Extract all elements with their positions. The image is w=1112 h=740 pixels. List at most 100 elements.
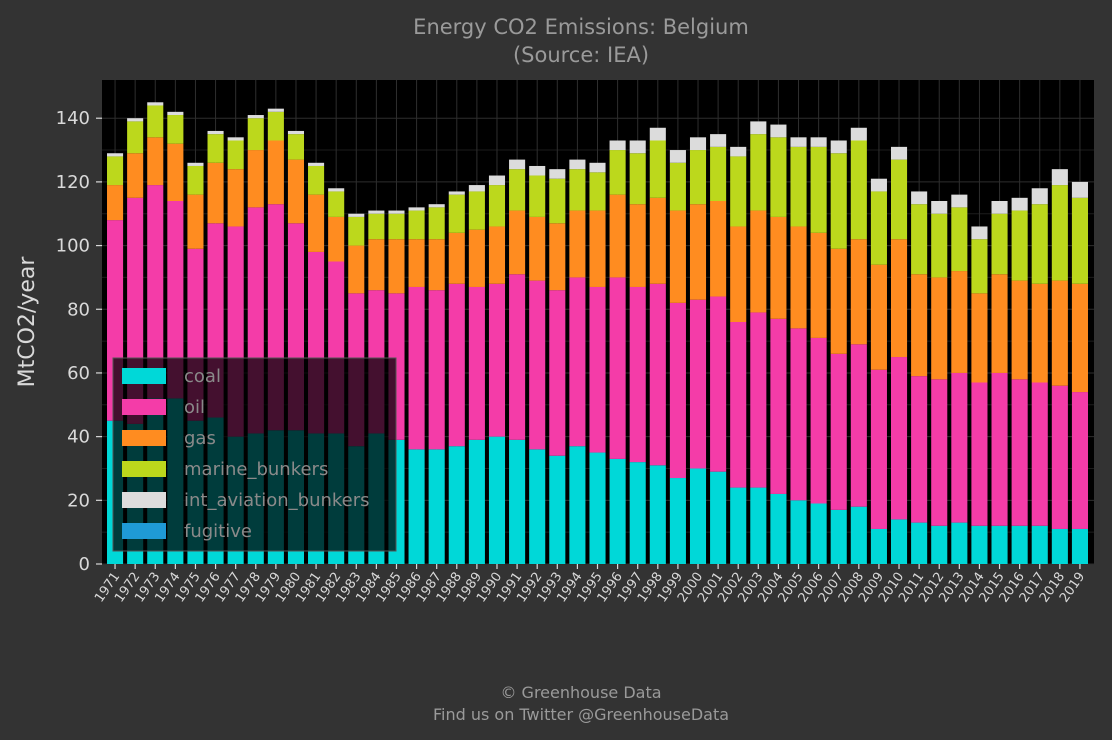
bar-gas-1972 [127,153,144,198]
legend-swatch-oil [122,399,166,415]
bar-oil-1991 [509,274,526,440]
bar-oil-2002 [730,322,747,488]
bar-int-aviation-bunkers-2013 [951,194,968,208]
bar-int-aviation-bunkers-1994 [569,159,586,170]
bar-marine-bunkers-2011 [911,204,928,275]
bar-marine-bunkers-1984 [368,213,385,240]
bar-gas-1989 [468,229,485,287]
bar-gas-2016 [1011,280,1028,380]
bar-int-aviation-bunkers-2001 [710,134,727,147]
bar-coal-2000 [689,468,707,564]
bar-coal-2014 [971,525,988,564]
bar-int-aviation-bunkers-1982 [328,188,345,192]
bar-int-aviation-bunkers-1998 [649,127,666,141]
bar-marine-bunkers-2005 [790,146,807,227]
chart-title: Energy CO2 Emissions: Belgium [413,15,749,39]
bar-gas-1994 [569,210,586,278]
bar-int-aviation-bunkers-1971 [107,153,124,157]
bar-int-aviation-bunkers-1988 [448,191,465,195]
bar-coal-2009 [870,528,887,564]
bar-gas-1984 [368,239,385,291]
bar-marine-bunkers-1979 [267,111,284,141]
bar-gas-1977 [227,169,244,227]
bar-gas-2008 [850,239,867,345]
bar-marine-bunkers-1976 [207,134,224,163]
credit-line-1: © Greenhouse Data [500,683,661,702]
bar-marine-bunkers-1980 [287,134,305,160]
bar-int-aviation-bunkers-1984 [368,210,385,214]
bar-marine-bunkers-1971 [107,156,124,186]
bar-coal-2008 [850,506,867,564]
bar-coal-1989 [468,439,485,564]
bar-int-aviation-bunkers-2011 [911,191,928,205]
bar-int-aviation-bunkers-2019 [1071,181,1088,198]
bar-int-aviation-bunkers-1978 [247,115,264,119]
bar-marine-bunkers-1987 [428,207,445,240]
bar-marine-bunkers-1989 [468,191,485,230]
bar-gas-1973 [147,137,164,186]
bar-oil-2018 [1051,385,1068,529]
bar-gas-2010 [890,239,908,358]
bar-oil-1994 [569,277,586,447]
bar-int-aviation-bunkers-1989 [468,185,485,192]
bar-int-aviation-bunkers-1975 [187,162,204,166]
bar-gas-2015 [991,274,1008,373]
bar-oil-2003 [750,312,767,488]
bar-int-aviation-bunkers-1976 [207,130,224,135]
bar-int-aviation-bunkers-2009 [870,178,887,192]
bar-oil-1986 [408,286,425,450]
bar-coal-2012 [931,525,948,564]
bar-gas-2000 [689,204,707,300]
bar-gas-1981 [308,194,325,252]
bar-coal-1996 [609,458,626,564]
x-axis: 1971197219731974197519761977197819791980… [92,564,1088,605]
bar-gas-1979 [267,140,284,205]
bar-int-aviation-bunkers-1972 [127,118,144,122]
bar-gas-1990 [488,226,506,284]
bar-int-aviation-bunkers-1979 [267,108,284,112]
bar-marine-bunkers-2017 [1031,204,1048,284]
bar-oil-2001 [710,296,727,472]
bar-marine-bunkers-1996 [609,150,626,195]
bar-gas-2005 [790,226,807,329]
bar-gas-1975 [187,194,204,249]
bar-marine-bunkers-1978 [247,118,264,151]
bar-coal-2002 [730,487,747,564]
bar-marine-bunkers-1995 [589,172,606,211]
bar-marine-bunkers-2012 [931,213,948,278]
bar-coal-1992 [529,449,546,564]
bar-oil-1990 [488,283,506,437]
bar-gas-2011 [911,274,928,377]
bar-gas-2018 [1051,280,1068,386]
bar-int-aviation-bunkers-1981 [308,162,325,166]
bar-oil-2008 [850,344,867,507]
bar-marine-bunkers-2001 [710,146,727,201]
bar-marine-bunkers-2008 [850,140,867,240]
bar-oil-1988 [448,283,465,447]
bar-marine-bunkers-2006 [810,146,827,233]
legend-label-fugitive: fugitive [184,521,252,542]
bar-marine-bunkers-1993 [549,178,566,224]
bar-oil-2015 [991,372,1008,526]
y-tick-label-4: 80 [67,299,90,320]
bar-int-aviation-bunkers-1991 [509,159,526,170]
bar-gas-1980 [287,159,305,224]
bar-gas-2001 [710,201,727,297]
bar-gas-1997 [629,204,646,287]
bar-int-aviation-bunkers-2008 [850,127,867,141]
bar-gas-1992 [529,216,546,281]
bar-oil-1973 [147,185,164,399]
bar-oil-1995 [589,286,606,453]
y-tick-label-7: 140 [56,108,90,129]
bar-gas-2013 [951,271,968,373]
bar-marine-bunkers-1982 [328,191,345,217]
bar-gas-1995 [589,210,606,287]
bar-coal-1999 [669,478,686,564]
bar-oil-1996 [609,277,626,459]
bar-marine-bunkers-1994 [569,169,586,211]
bar-int-aviation-bunkers-2002 [730,146,747,157]
bar-oil-2014 [971,382,988,526]
bar-coal-1991 [509,439,526,564]
bar-gas-1991 [509,210,526,275]
